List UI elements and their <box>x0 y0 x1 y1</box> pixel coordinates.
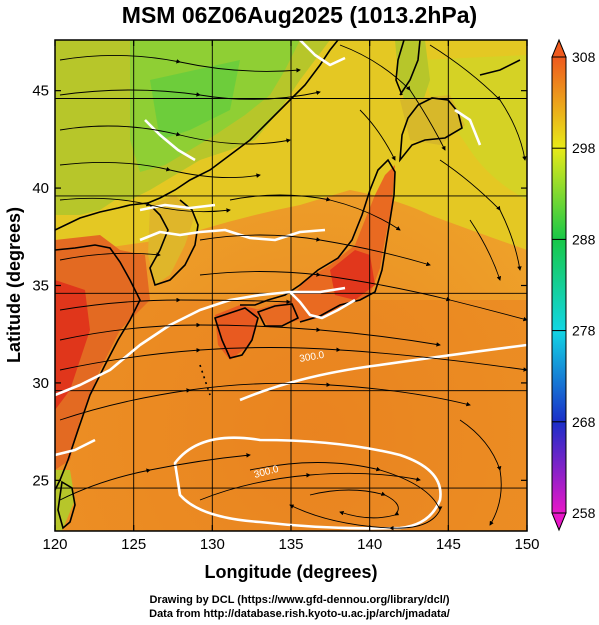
x-tick-label: 135 <box>278 536 303 553</box>
y-tick-label: 35 <box>32 278 49 295</box>
colorbar-max-arrow <box>551 38 567 58</box>
y-tick-label: 25 <box>32 472 49 489</box>
footer-credit-data: Data from http://database.rish.kyoto-u.a… <box>149 608 450 620</box>
x-axis: 120 125 130 135 140 145 150 <box>42 40 540 553</box>
footer-credit-drawing: Drawing by DCL (https://www.gfd-dennou.o… <box>149 594 450 606</box>
map-area: 300.0 300.0 <box>55 40 527 531</box>
x-tick-label: 120 <box>42 536 67 553</box>
colorbar-tick-label: 308 <box>572 49 596 65</box>
contour-label-1: 300.0 <box>299 350 326 365</box>
colorbar-tick-label: 278 <box>572 323 596 339</box>
colorbar-tick-label: 298 <box>572 140 596 156</box>
y-tick-label: 30 <box>32 375 49 392</box>
colorbar-tick-label: 288 <box>572 231 596 247</box>
chart-title: MSM 06Z06Aug2025 (1013.2hPa) <box>121 2 478 28</box>
colorbar-tick-label: 258 <box>572 505 596 521</box>
x-tick-label: 145 <box>436 536 461 553</box>
y-axis-label: Latitude (degrees) <box>4 207 24 363</box>
colorbar-tick-label: 268 <box>572 414 596 430</box>
colorbar-scale <box>551 56 567 514</box>
y-tick-label: 45 <box>32 83 49 100</box>
x-tick-label: 125 <box>121 536 146 553</box>
x-tick-label: 130 <box>200 536 225 553</box>
x-tick-label: 140 <box>357 536 382 553</box>
y-tick-label: 40 <box>32 180 49 197</box>
x-axis-label: Longitude (degrees) <box>204 562 377 582</box>
colorbar: 258 268 278 288 298 308 <box>551 38 596 532</box>
x-tick-label: 150 <box>514 536 539 553</box>
y-axis: 25 30 35 40 45 <box>32 83 527 489</box>
streamlines <box>59 44 527 531</box>
shikoku-region <box>255 300 300 328</box>
colorbar-min-arrow <box>551 512 567 532</box>
korea-region <box>148 195 195 285</box>
